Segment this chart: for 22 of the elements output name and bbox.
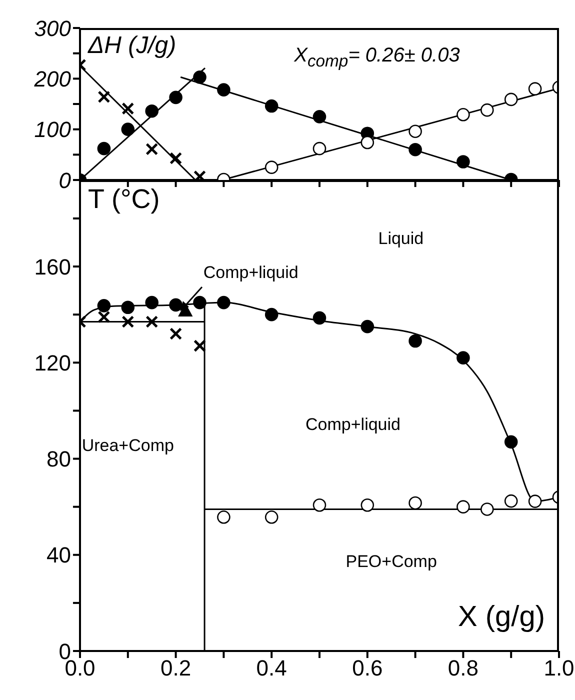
annotation: Comp+liquid (306, 414, 401, 435)
y-tick-label: 160 (34, 254, 71, 280)
y-tick-label: 0 (58, 168, 72, 193)
x-tick-label: 0.4 (256, 656, 287, 681)
x-tick-label: 1.0 (544, 656, 574, 681)
y-tick-label: 300 (34, 16, 72, 41)
annotation: PEO+Comp (346, 552, 437, 572)
y-axis-title: ΔH (J/g) (88, 32, 176, 60)
y-tick-label: 100 (34, 117, 72, 142)
y-tick-label: 80 (46, 446, 71, 472)
x-tick-label: 0.8 (448, 656, 478, 681)
annotation: Comp+liquid (203, 262, 298, 283)
x-tick-label: 0.2 (160, 656, 192, 681)
x-tick-label: 0.6 (352, 656, 383, 681)
annotation: Liquid (378, 228, 424, 249)
annotation: X$_{comp}$= 0.26± 0.03 (294, 44, 460, 72)
y-tick-label: 200 (33, 66, 72, 92)
y-tick-label: 40 (46, 542, 71, 568)
annotation: Urea+Comp (82, 436, 174, 456)
y-axis-title: T (°C) (88, 184, 160, 215)
y-tick-label: 120 (34, 350, 71, 376)
x-axis-title: X (g/g) (458, 601, 545, 634)
